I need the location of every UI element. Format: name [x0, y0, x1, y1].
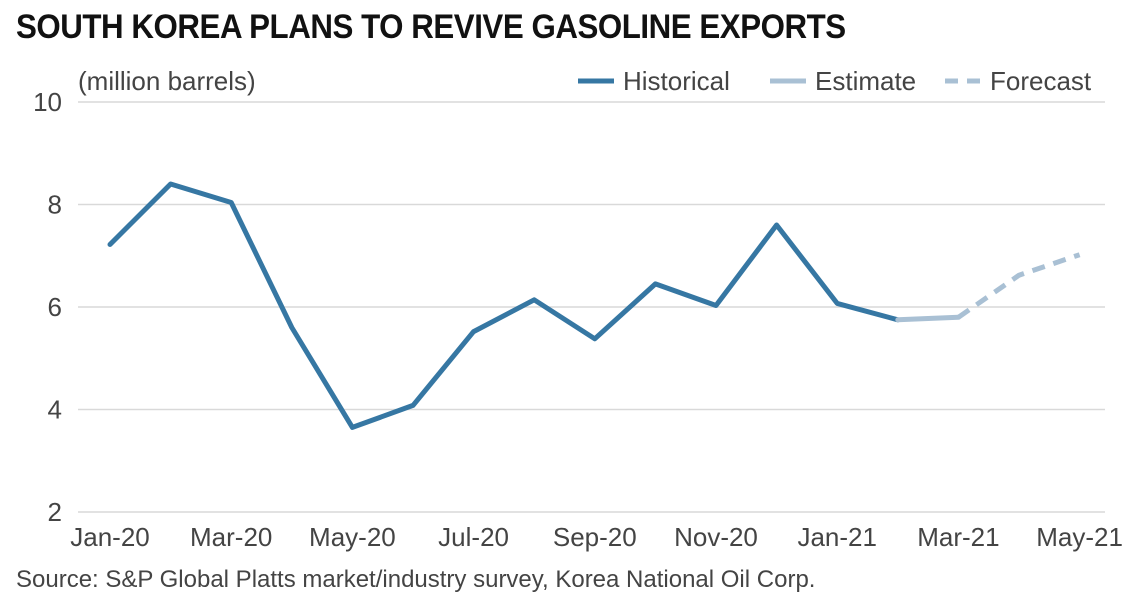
y-axis-ticks: 2 4 6 8 10 [33, 87, 62, 527]
y-tick-label-8: 8 [48, 190, 62, 220]
x-tick-label: Jan-21 [797, 522, 877, 552]
x-tick-label: May-21 [1036, 522, 1123, 552]
x-tick-label: May-20 [309, 522, 396, 552]
x-tick-label: Nov-20 [674, 522, 758, 552]
source-note: Source: S&P Global Platts market/industr… [16, 566, 816, 593]
series-line-estimate [895, 314, 961, 323]
gridlines [78, 101, 1105, 513]
legend-label-estimate: Estimate [815, 66, 916, 96]
x-tick-label: Sep-20 [553, 522, 637, 552]
y-axis-label: (million barrels) [78, 66, 256, 96]
series-line-historical [107, 181, 901, 430]
legend: Historical Estimate Forecast [578, 66, 1092, 96]
series-line-forecast [956, 252, 1081, 320]
series-lines [107, 181, 1081, 430]
y-tick-label-4: 4 [48, 395, 62, 425]
legend-label-historical: Historical [623, 66, 730, 96]
x-axis-ticks: Jan-20 Mar-20 May-20 Jul-20 Sep-20 Nov-20 Jan-… [70, 522, 1123, 552]
legend-label-forecast: Forecast [990, 66, 1092, 96]
x-tick-label: Mar-20 [190, 522, 272, 552]
x-tick-label: Jan-20 [70, 522, 150, 552]
y-tick-label-2: 2 [48, 497, 62, 527]
y-tick-label-10: 10 [33, 87, 62, 117]
x-tick-label: Jul-20 [438, 522, 509, 552]
chart-title: SOUTH KOREA PLANS TO REVIVE GASOLINE EXP… [16, 8, 846, 46]
y-tick-label-6: 6 [48, 292, 62, 322]
x-tick-label: Mar-21 [917, 522, 999, 552]
